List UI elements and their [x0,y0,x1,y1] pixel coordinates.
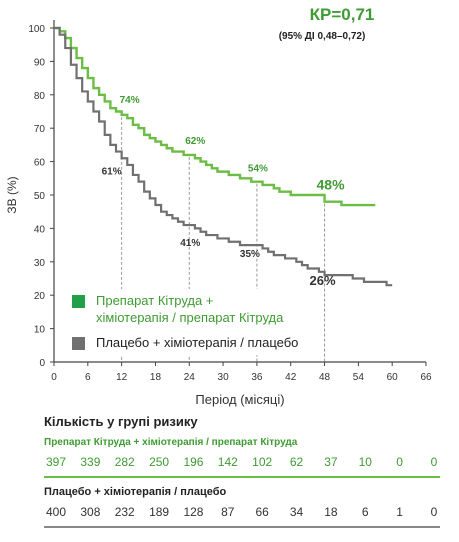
risk-row-placebo: 400 308 232 189 128 87 66 34 18 6 1 0 [0,505,459,521]
y-tick-label-40: 40 [34,224,46,235]
annotation-placebo-36: 35% [240,249,260,260]
risk-value: 0 [430,455,438,469]
risk-value: 37 [324,455,338,469]
risk-value: 400 [45,505,67,519]
risk-value: 34 [289,505,304,519]
legend-label-keytruda: Препарат Кітруда + хіміотерапія / препар… [96,293,284,325]
x-tick-label-12: 12 [116,372,128,383]
y-tick-label-30: 30 [34,258,46,269]
risk-value: 102 [252,455,273,469]
annotation-keytruda-24: 62% [185,136,205,147]
risk-value: 6 [361,505,369,519]
x-tick-label-48: 48 [319,372,331,383]
risk-value: 282 [114,455,135,469]
y-tick-label-20: 20 [34,291,46,302]
hazard-ratio: КР=0,71 [309,5,375,24]
legend-item-placebo: Плацебо + хіміотерапія / плацебо [72,334,298,351]
y-tick-label-90: 90 [34,57,46,68]
risk-value: 18 [324,505,338,519]
annotation-keytruda-48: 48% [317,177,346,193]
risk-divider-grey [44,526,440,528]
risk-value: 250 [149,455,170,469]
risk-value: 128 [183,505,204,519]
y-tick-label-100: 100 [28,24,45,35]
annotation-placebo-24: 41% [180,238,200,249]
risk-row-keytruda: 397 339 282 250 196 142 102 62 37 10 0 0 [0,455,459,471]
x-tick-label-30: 30 [218,372,230,383]
x-tick-label-66: 66 [420,372,432,383]
annotation-placebo-48: 26% [310,273,336,288]
y-tick-label-10: 10 [34,325,46,336]
series-line-placebo [54,26,393,287]
series-line-keytruda [54,26,376,207]
legend-swatch-placebo [72,337,85,350]
risk-value: 1 [396,505,403,519]
risk-value: 66 [255,505,269,519]
risk-value: 189 [149,505,170,519]
y-tick-label-80: 80 [34,91,46,102]
risk-value: 196 [183,455,204,469]
risk-value: 0 [430,505,438,519]
risk-value: 232 [114,505,135,519]
x-tick-label-0: 0 [51,372,57,383]
legend-item-keytruda: Препарат Кітруда + хіміотерапія / препар… [72,292,283,326]
x-tick-label-24: 24 [184,372,196,383]
risk-value: 142 [217,455,238,469]
legend-swatch-keytruda [72,295,85,308]
annotation-keytruda-12: 74% [120,95,140,106]
risk-value: 397 [45,455,67,469]
x-tick-label-54: 54 [353,372,365,383]
risk-divider-green [44,476,440,478]
risk-group-placebo-name: Плацебо + хіміотерапія / плацебо [44,486,227,498]
risk-value: 10 [358,455,372,469]
risk-value: 0 [396,455,403,469]
risk-group-keytruda-name: Препарат Кітруда + хіміотерапія / препар… [44,437,298,448]
x-tick-label-36: 36 [251,372,263,383]
risk-value: 308 [80,505,101,519]
annotation-keytruda-36: 54% [248,164,268,175]
y-axis-label: ЗВ (%) [5,176,19,213]
risk-value: 87 [221,505,235,519]
annotation-placebo-12: 61% [102,166,122,177]
risk-value: 339 [80,455,101,469]
confidence-interval: (95% ДІ 0,48–0,72) [278,31,366,42]
y-tick-label-0: 0 [39,358,45,369]
risk-table-title: Кількість у групі ризику [44,414,198,429]
x-axis-label: Період (місяці) [195,392,284,407]
x-tick-label-42: 42 [285,372,297,383]
x-tick-label-6: 6 [85,372,91,383]
risk-value: 62 [289,455,304,469]
y-tick-label-60: 60 [34,158,46,169]
y-tick-label-50: 50 [34,191,46,202]
kaplan-meier-chart: 0 10 20 30 40 50 60 70 80 90 100 0 6 12 18 24 30 36 42 48 54… [5,20,432,407]
x-tick-label-60: 60 [387,372,399,383]
legend-label-placebo: Плацебо + хіміотерапія / плацебо [96,335,299,350]
x-tick-label-18: 18 [150,372,162,383]
legend: Препарат Кітруда + хіміотерапія / препар… [68,289,320,355]
y-tick-label-70: 70 [34,124,46,135]
